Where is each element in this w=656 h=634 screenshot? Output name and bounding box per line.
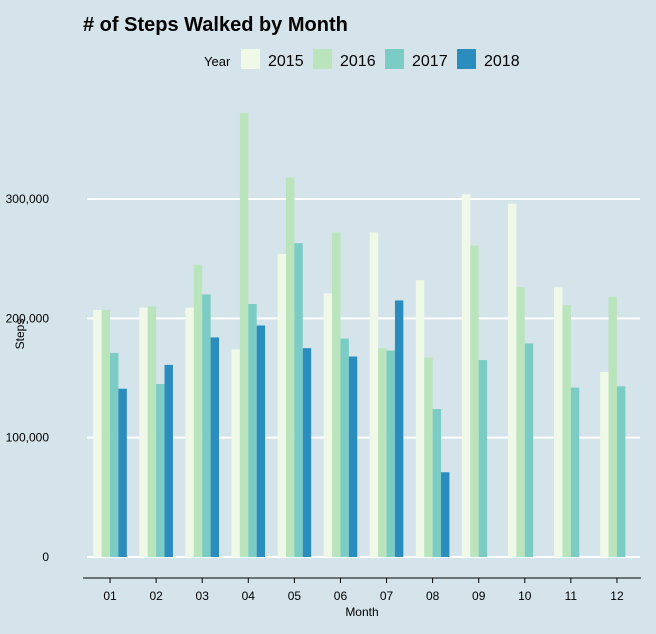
- x-axis-title: Month: [345, 605, 378, 619]
- bar-2016-01: [101, 309, 111, 557]
- legend-swatch-2015: [241, 49, 260, 69]
- bar-2018-01: [118, 388, 127, 557]
- bar-2017-10: [524, 343, 534, 557]
- bar-2016-05: [285, 177, 295, 557]
- x-tick-label: 07: [380, 589, 394, 603]
- x-tick-label: 11: [565, 589, 578, 603]
- bar-2018-02: [164, 364, 173, 557]
- x-tick-label: 02: [149, 589, 163, 603]
- bar-2016-11: [562, 305, 571, 557]
- legend-swatch-2018: [457, 49, 476, 69]
- bar-2015-08: [415, 280, 425, 557]
- legend: Year 2015 2016 2017 2018: [204, 49, 520, 70]
- bar-2018-06: [348, 356, 358, 557]
- bar-2015-04: [231, 349, 240, 557]
- x-tick-label: 12: [610, 589, 624, 603]
- bar-2017-08: [432, 409, 442, 557]
- y-tick-label: 300,000: [6, 192, 50, 206]
- bar-2015-09: [461, 194, 471, 557]
- bar-2017-04: [248, 304, 257, 557]
- bar-2015-10: [507, 203, 517, 558]
- bar-2018-03: [210, 337, 220, 557]
- bar-2015-07: [369, 232, 379, 557]
- bar-2018-04: [256, 325, 266, 557]
- bar-2016-10: [516, 287, 525, 557]
- x-tick-label: 10: [518, 589, 532, 603]
- legend-label-2015: 2015: [268, 53, 304, 70]
- bar-2015-01: [93, 309, 102, 557]
- bar-2017-09: [478, 360, 488, 557]
- y-tick-label: 0: [42, 550, 49, 564]
- bar-2017-02: [156, 383, 165, 557]
- bar-2016-06: [332, 232, 341, 557]
- bar-2017-06: [340, 338, 349, 557]
- x-tick-label: 01: [103, 589, 117, 603]
- legend-title: Year: [204, 54, 231, 69]
- bar-2015-06: [323, 293, 333, 557]
- x-tick-label: 05: [288, 589, 302, 603]
- bar-2016-09: [470, 245, 479, 558]
- legend-swatch-2016: [313, 49, 332, 69]
- gridlines: [87, 198, 640, 558]
- bar-2015-02: [139, 307, 148, 557]
- bar-2015-05: [277, 253, 286, 558]
- bar-2018-08: [441, 472, 450, 557]
- bar-2018-05: [302, 348, 312, 557]
- bar-2016-03: [193, 264, 203, 557]
- legend-label-2018: 2018: [484, 53, 520, 70]
- y-axis: 0 100,000 200,000 300,000: [6, 192, 50, 564]
- bar-2016-04: [239, 113, 249, 557]
- bar-2016-08: [424, 357, 433, 557]
- bar-2016-07: [378, 348, 387, 557]
- legend-label-2016: 2016: [340, 53, 376, 70]
- bar-2017-01: [110, 352, 119, 557]
- bar-2015-12: [600, 372, 609, 557]
- y-tick-label: 100,000: [6, 431, 50, 445]
- x-tick-label: 03: [196, 589, 210, 603]
- x-axis: 01 02 03 04 05 06 07 08 09 10 11 12: [83, 577, 641, 603]
- bars: [93, 113, 626, 558]
- bar-2016-02: [147, 306, 157, 557]
- bar-2017-07: [386, 350, 395, 557]
- bar-2015-03: [185, 307, 194, 557]
- y-tick-label: 200,000: [6, 311, 50, 325]
- bar-2017-11: [570, 387, 580, 557]
- chart-title: # of Steps Walked by Month: [83, 14, 348, 36]
- y-axis-title: Steps: [13, 319, 27, 350]
- legend-label-2017: 2017: [412, 53, 448, 70]
- bar-2015-11: [554, 287, 563, 557]
- bar-2017-12: [616, 386, 626, 557]
- bar-2016-12: [608, 296, 617, 557]
- x-tick-label: 09: [472, 589, 486, 603]
- x-tick-label: 04: [242, 589, 256, 603]
- bar-2017-05: [294, 243, 303, 558]
- x-tick-label: 08: [426, 589, 440, 603]
- x-tick-label: 06: [334, 589, 348, 603]
- legend-swatch-2017: [385, 49, 404, 69]
- bar-2018-07: [394, 300, 404, 557]
- bar-2017-03: [202, 294, 211, 557]
